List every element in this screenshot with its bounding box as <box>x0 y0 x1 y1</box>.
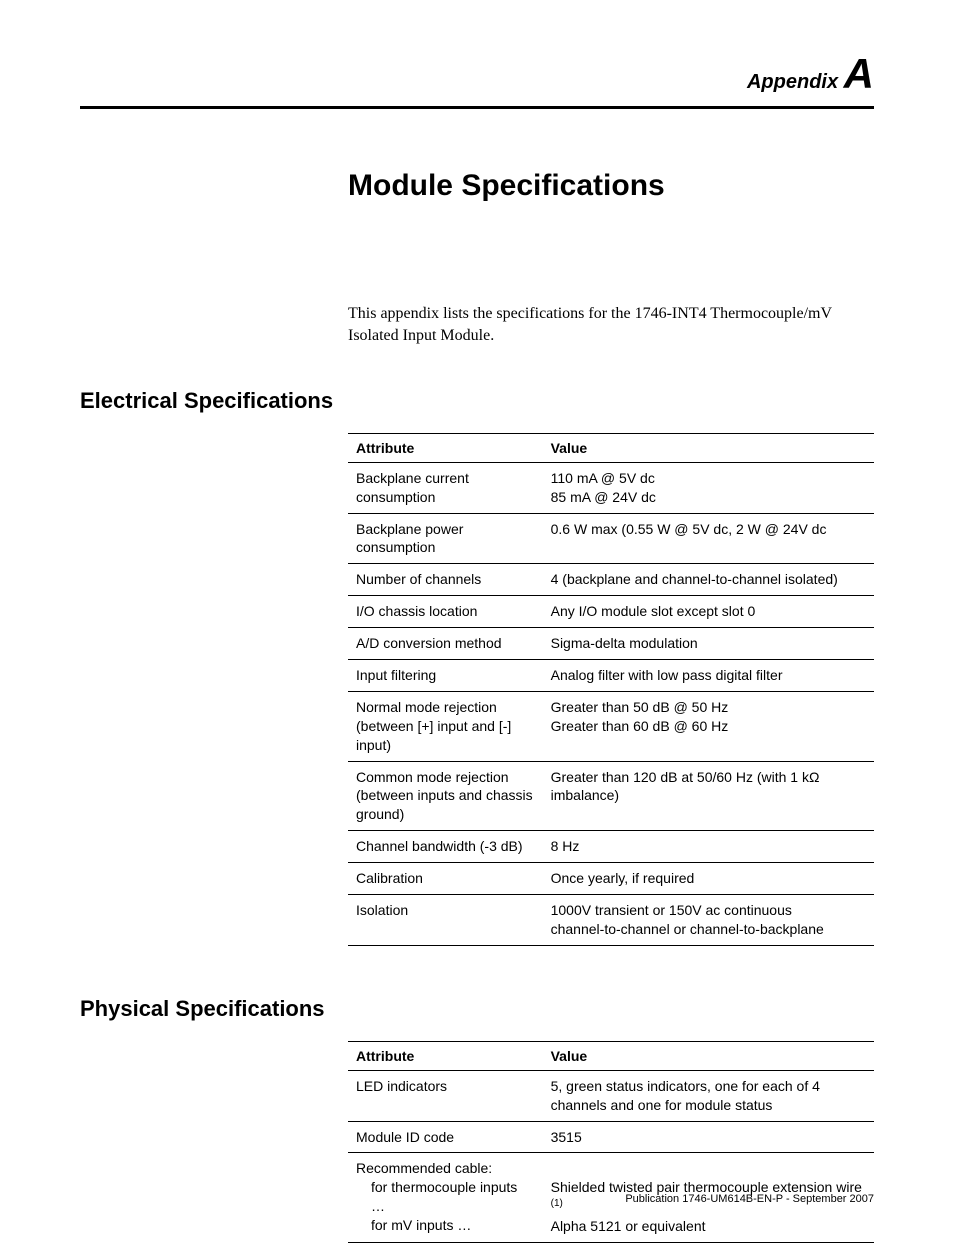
value-cell: 8 Hz <box>543 831 874 863</box>
value-cell: 110 mA @ 5V dc85 mA @ 24V dc <box>543 462 874 513</box>
table-row: Number of channels4 (backplane and chann… <box>348 564 874 596</box>
table-row: Module ID code3515 <box>348 1121 874 1153</box>
value-cell: Analog filter with low pass digital filt… <box>543 660 874 692</box>
attribute-cell: A/D conversion method <box>348 628 543 660</box>
value-cell: Any I/O module slot except slot 0 <box>543 596 874 628</box>
section-title: Physical Specifications <box>80 996 348 1243</box>
table-row: Backplane current consumption110 mA @ 5V… <box>348 462 874 513</box>
section-content: AttributeValueBackplane current consumpt… <box>348 388 874 946</box>
attribute-cell: Recommended cable:for thermocouple input… <box>348 1153 543 1242</box>
table-row: Backplane power consumption0.6 W max (0.… <box>348 513 874 564</box>
page-header: Appendix A <box>80 50 874 109</box>
attribute-cell: Backplane power consumption <box>348 513 543 564</box>
table-row: Isolation1000V transient or 150V ac cont… <box>348 895 874 946</box>
table-row: CalibrationOnce yearly, if required <box>348 863 874 895</box>
table-row: Normal mode rejection(between [+] input … <box>348 691 874 761</box>
value-cell: Once yearly, if required <box>543 863 874 895</box>
value-cell: 4 (backplane and channel-to-channel isol… <box>543 564 874 596</box>
spec-section: Physical SpecificationsAttributeValueLED… <box>80 996 874 1243</box>
spec-table: AttributeValueBackplane current consumpt… <box>348 433 874 946</box>
attribute-cell: I/O chassis location <box>348 596 543 628</box>
table-row: I/O chassis locationAny I/O module slot … <box>348 596 874 628</box>
attribute-cell: Channel bandwidth (-3 dB) <box>348 831 543 863</box>
intro-paragraph: This appendix lists the specifications f… <box>348 303 874 348</box>
attribute-cell: Module ID code <box>348 1121 543 1153</box>
table-row: LED indicators5, green status indicators… <box>348 1070 874 1121</box>
page-title: Module Specifications <box>348 169 874 203</box>
table-row: A/D conversion methodSigma-delta modulat… <box>348 628 874 660</box>
table-header: Value <box>543 1041 874 1070</box>
value-cell: Greater than 50 dB @ 50 HzGreater than 6… <box>543 691 874 761</box>
spec-table: AttributeValueLED indicators5, green sta… <box>348 1041 874 1243</box>
section-content: AttributeValueLED indicators5, green sta… <box>348 996 874 1243</box>
value-cell: 0.6 W max (0.55 W @ 5V dc, 2 W @ 24V dc <box>543 513 874 564</box>
attribute-cell: LED indicators <box>348 1070 543 1121</box>
appendix-label: Appendix <box>747 71 844 93</box>
table-row: Channel bandwidth (-3 dB)8 Hz <box>348 831 874 863</box>
table-header: Attribute <box>348 433 543 462</box>
value-cell: Greater than 120 dB at 50/60 Hz (with 1 … <box>543 761 874 831</box>
spec-section: Electrical SpecificationsAttributeValueB… <box>80 388 874 946</box>
value-cell: 3515 <box>543 1121 874 1153</box>
attribute-cell: Normal mode rejection(between [+] input … <box>348 691 543 761</box>
attribute-cell: Number of channels <box>348 564 543 596</box>
attribute-cell: Backplane current consumption <box>348 462 543 513</box>
publication-footer: Publication 1746-UM614B-EN-P - September… <box>625 1193 874 1205</box>
table-header: Value <box>543 433 874 462</box>
attribute-cell: Calibration <box>348 863 543 895</box>
attribute-cell: Common mode rejection(between inputs and… <box>348 761 543 831</box>
value-cell: 5, green status indicators, one for each… <box>543 1070 874 1121</box>
table-row: Common mode rejection(between inputs and… <box>348 761 874 831</box>
appendix-letter: A <box>844 50 874 97</box>
value-cell: Sigma-delta modulation <box>543 628 874 660</box>
value-cell: 1000V transient or 150V ac continuouscha… <box>543 895 874 946</box>
table-row: Input filteringAnalog filter with low pa… <box>348 660 874 692</box>
section-title: Electrical Specifications <box>80 388 348 946</box>
attribute-cell: Input filtering <box>348 660 543 692</box>
attribute-cell: Isolation <box>348 895 543 946</box>
table-header: Attribute <box>348 1041 543 1070</box>
